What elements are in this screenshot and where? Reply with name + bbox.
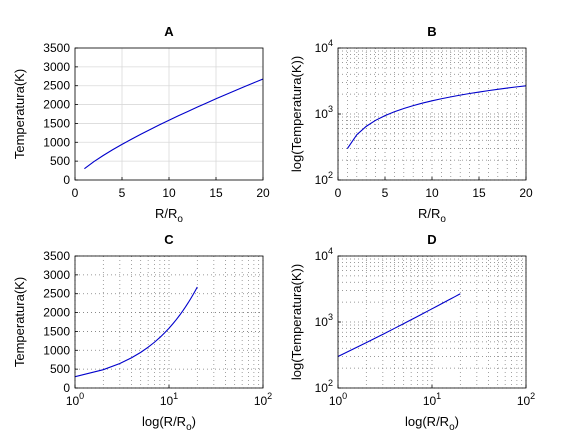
panel-c-ytick-label-6: 3000 [43, 268, 70, 282]
panel-a-ytick-label-1: 500 [50, 154, 70, 168]
panel-d-xtick-label-2: 102 [517, 391, 535, 408]
panel-a-ytick-label-3: 1500 [43, 116, 70, 130]
panel-b-series-line-0 [346, 85, 526, 149]
panel-c-ytick-label-4: 2000 [43, 306, 70, 320]
panel-d-xtick-label-1: 101 [423, 391, 441, 408]
panel-a-tick-marks [74, 47, 264, 181]
panel-c: 100 101 102 0 500 1000 1500 2000 2500 3000 3500 Clo… [12, 232, 272, 433]
panel-c-ytick-label-3: 1500 [43, 324, 70, 338]
panel-a-xtick-label-0: 0 [72, 186, 79, 200]
panel-d-xtick-label-0: 100 [329, 391, 347, 408]
panel-d-tick-marks [337, 255, 527, 389]
panel-c-ytick-label-2: 1000 [43, 343, 70, 357]
panel-d-ytick-label-2: 104 [315, 246, 333, 263]
panel-d-series-line-0 [338, 293, 461, 358]
panel-d-ytick-label-0: 102 [315, 378, 333, 395]
panel-a-xtick-label-1: 5 [119, 186, 126, 200]
panel-d-grid [337, 255, 527, 389]
panel-c-series-line-0 [75, 286, 198, 378]
panel-b-xlabel: R/Ro [418, 206, 446, 225]
panel-a-xtick-label-2: 10 [162, 186, 176, 200]
panel-a: 0 5 10 15 20 0 500 1000 1500 2000 2500 3000 3500 A R/R… [12, 24, 270, 225]
panel-a-title: A [164, 24, 174, 39]
panel-c-ytick-label-7: 3500 [43, 249, 70, 263]
panel-d-ylabel: log(Temperatura(K)) [289, 264, 304, 380]
panel-c-xlabel: log(R/Ro) [142, 414, 196, 433]
panel-b-xtick-label-4: 20 [519, 186, 533, 200]
panel-b-xtick-label-1: 5 [382, 186, 389, 200]
panel-a-ytick-label-2: 1000 [43, 135, 70, 149]
panel-c-xtick-label-2: 102 [254, 391, 272, 408]
panel-b: 0 5 10 15 20 102 103 104 B R/Ro log(Temperatura(K)… [289, 24, 533, 225]
panel-c-xtick-label-1: 101 [160, 391, 178, 408]
panel-b-xtick-label-3: 15 [472, 186, 486, 200]
panel-a-grid [74, 47, 264, 181]
panel-c-ylabel: Temperatura(K) [12, 277, 27, 367]
panel-a-ylabel: Temperatura(K) [12, 69, 27, 159]
panel-b-tick-marks [337, 47, 527, 181]
panel-b-ylabel: log(Temperatura(K)) [289, 56, 304, 172]
panel-b-ytick-label-0: 102 [315, 170, 333, 187]
panel-b-ytick-label-2: 104 [315, 38, 333, 55]
panel-c-ytick-label-0: 0 [63, 381, 70, 395]
panel-a-ytick-label-0: 0 [63, 173, 70, 187]
panel-a-ytick-label-7: 3500 [43, 41, 70, 55]
panel-a-ytick-label-6: 3000 [43, 60, 70, 74]
panel-b-grid [337, 47, 527, 181]
panel-d-ytick-label-1: 103 [315, 312, 333, 329]
panel-a-series-line-0 [84, 78, 263, 170]
panel-c-xtick-label-0: 100 [66, 391, 84, 408]
panel-a-xlabel: R/Ro [155, 206, 183, 225]
panel-d-title: D [427, 232, 436, 247]
panel-a-xtick-label-4: 20 [256, 186, 270, 200]
panel-a-xtick-label-3: 15 [209, 186, 223, 200]
panel-c-plot-area [75, 256, 263, 388]
panel-a-ytick-label-4: 2000 [43, 98, 70, 112]
panel-b-title: B [427, 24, 436, 39]
panel-c-ytick-label-5: 2500 [43, 287, 70, 301]
panel-c-ytick-label-1: 500 [50, 362, 70, 376]
panel-b-xtick-label-2: 10 [425, 186, 439, 200]
panel-d-xlabel: log(R/Ro) [405, 414, 459, 433]
panel-c-title: C [164, 232, 174, 247]
panel-a-ytick-label-5: 2500 [43, 79, 70, 93]
panel-b-ytick-label-1: 103 [315, 104, 333, 121]
panel-c-tick-marks [74, 255, 264, 389]
panel-b-xtick-label-0: 0 [335, 186, 342, 200]
